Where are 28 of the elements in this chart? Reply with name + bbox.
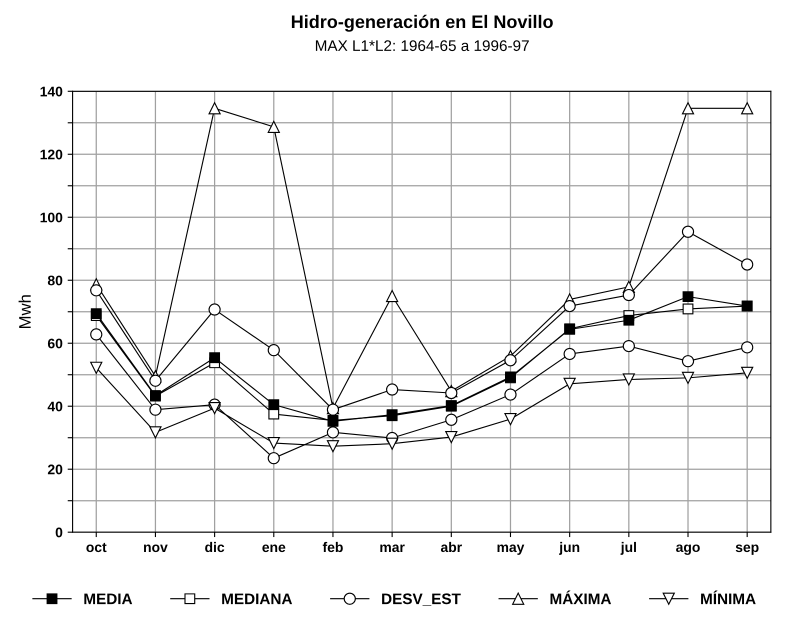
y-tick-label: 20 [48,464,62,474]
x-tick-label: abr [440,542,462,552]
legend-label: DESV_EST [382,593,461,606]
y-tick-label: 100 [40,212,62,222]
y-tick-label: 0 [56,528,62,538]
x-tick-label: may [498,544,524,555]
x-tick-label: jun [559,542,580,555]
y-tick-label: 120 [40,150,62,160]
x-tick-label: sep [736,544,759,555]
y-tick-label: 40 [48,402,62,412]
y-tick-label: 60 [48,338,62,348]
x-tick-label: feb [322,542,343,552]
x-tick-label: jul [620,542,636,555]
x-tick-label: nov [144,544,168,552]
legend-label: MEDIA [84,594,132,604]
y-axis-title: Mwh [18,295,31,328]
legend-label: MÁXIMA [550,590,612,604]
chart-subtitle: MAX L1*L2: 1964-65 a 1996-97 [316,40,529,52]
x-tick-label: ene [262,544,286,552]
x-tick-label: oct [86,542,107,552]
chart-title: Hidro-generación en El Novillo [292,14,553,32]
x-tick-label: mar [380,544,405,552]
legend-label: MÍNIMA [701,590,756,604]
y-tick-label: 140 [40,86,62,96]
y-tick-label: 80 [48,276,62,286]
x-tick-label: ago [676,544,700,555]
legend-label: MEDIANA [222,594,292,604]
x-tick-label: dic [205,542,224,552]
